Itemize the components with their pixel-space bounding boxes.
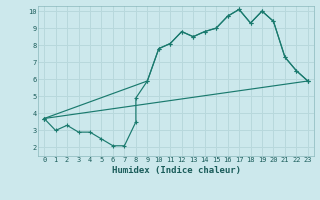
X-axis label: Humidex (Indice chaleur): Humidex (Indice chaleur) <box>111 166 241 175</box>
